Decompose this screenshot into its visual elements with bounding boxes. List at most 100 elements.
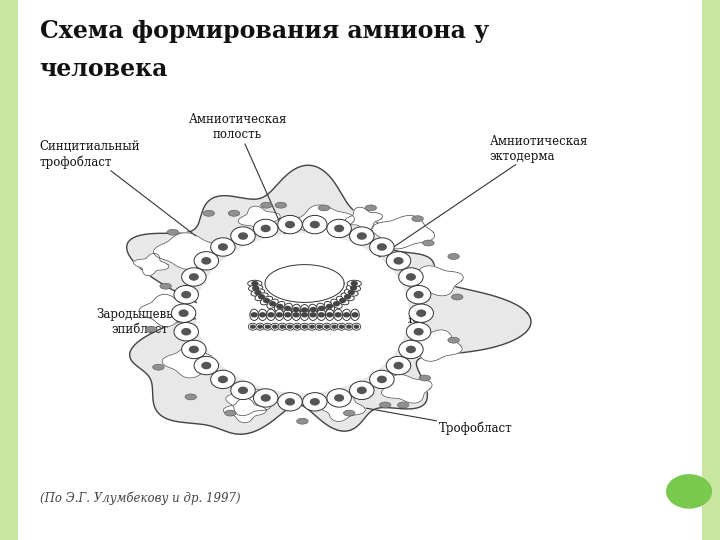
Circle shape — [350, 286, 357, 291]
Text: Амниотическая
полость: Амниотическая полость — [189, 113, 296, 259]
Circle shape — [334, 394, 344, 402]
Circle shape — [377, 376, 387, 383]
Polygon shape — [408, 266, 464, 296]
Circle shape — [218, 376, 228, 383]
Circle shape — [346, 325, 352, 329]
Circle shape — [309, 325, 315, 329]
Ellipse shape — [297, 418, 308, 424]
Ellipse shape — [334, 309, 343, 321]
Circle shape — [238, 232, 248, 240]
Circle shape — [287, 325, 292, 329]
Circle shape — [276, 303, 284, 309]
Circle shape — [251, 281, 258, 286]
Circle shape — [310, 221, 320, 228]
Polygon shape — [127, 165, 531, 434]
Ellipse shape — [248, 280, 262, 287]
Circle shape — [285, 398, 295, 406]
Ellipse shape — [225, 410, 236, 416]
Circle shape — [181, 291, 192, 299]
Circle shape — [230, 381, 255, 400]
Ellipse shape — [342, 309, 351, 321]
Ellipse shape — [283, 303, 292, 314]
Circle shape — [269, 301, 276, 307]
Ellipse shape — [448, 337, 459, 343]
Polygon shape — [223, 398, 266, 423]
Text: Гипобласт: Гипобласт — [327, 313, 426, 326]
Circle shape — [406, 273, 416, 281]
Ellipse shape — [330, 323, 338, 330]
Circle shape — [409, 304, 433, 322]
Ellipse shape — [248, 285, 263, 292]
Circle shape — [327, 389, 351, 407]
Circle shape — [238, 387, 248, 394]
Ellipse shape — [343, 410, 355, 416]
Circle shape — [325, 303, 333, 309]
Circle shape — [189, 273, 199, 281]
Ellipse shape — [419, 375, 431, 381]
Ellipse shape — [309, 309, 318, 321]
Circle shape — [386, 356, 410, 375]
Polygon shape — [294, 205, 354, 238]
Circle shape — [369, 238, 394, 256]
Circle shape — [318, 312, 325, 318]
Ellipse shape — [309, 304, 318, 315]
Text: Трофобласт: Трофобласт — [366, 408, 513, 435]
Ellipse shape — [264, 323, 272, 330]
Ellipse shape — [292, 304, 300, 315]
Ellipse shape — [275, 202, 287, 208]
Ellipse shape — [318, 205, 330, 211]
Ellipse shape — [397, 402, 409, 408]
Ellipse shape — [203, 210, 215, 217]
Ellipse shape — [341, 293, 354, 301]
Circle shape — [181, 268, 206, 286]
Circle shape — [252, 286, 259, 291]
Circle shape — [351, 281, 358, 286]
Ellipse shape — [315, 323, 324, 330]
Ellipse shape — [153, 364, 164, 370]
Circle shape — [318, 306, 325, 311]
Circle shape — [211, 238, 235, 256]
Circle shape — [406, 346, 416, 353]
Circle shape — [189, 346, 199, 353]
Ellipse shape — [346, 285, 361, 292]
Circle shape — [399, 268, 423, 286]
Circle shape — [317, 325, 323, 329]
Ellipse shape — [271, 323, 279, 330]
Text: Схема формирования амниона у: Схема формирования амниона у — [40, 19, 489, 43]
Circle shape — [171, 304, 196, 322]
Circle shape — [348, 290, 355, 295]
Circle shape — [413, 291, 423, 299]
Circle shape — [254, 290, 261, 295]
Ellipse shape — [167, 229, 179, 235]
Ellipse shape — [345, 323, 354, 330]
Circle shape — [218, 243, 228, 251]
Polygon shape — [133, 253, 168, 276]
Ellipse shape — [300, 309, 309, 321]
Ellipse shape — [325, 309, 334, 321]
Circle shape — [666, 474, 712, 509]
Circle shape — [335, 312, 342, 318]
Ellipse shape — [317, 309, 325, 321]
Ellipse shape — [323, 323, 331, 330]
Polygon shape — [238, 206, 280, 231]
Circle shape — [302, 215, 327, 234]
Circle shape — [174, 286, 199, 304]
Ellipse shape — [248, 323, 257, 330]
Circle shape — [334, 225, 344, 232]
Polygon shape — [226, 389, 271, 416]
Circle shape — [310, 312, 317, 318]
Circle shape — [327, 219, 351, 238]
Ellipse shape — [451, 294, 463, 300]
Circle shape — [265, 325, 271, 329]
Bar — [0, 0, 18, 540]
Ellipse shape — [330, 299, 342, 308]
Ellipse shape — [292, 309, 300, 321]
Circle shape — [250, 325, 256, 329]
Ellipse shape — [274, 301, 285, 312]
Polygon shape — [319, 394, 365, 422]
Circle shape — [231, 227, 256, 245]
Ellipse shape — [300, 305, 309, 315]
Ellipse shape — [337, 323, 346, 330]
Circle shape — [349, 227, 374, 245]
Ellipse shape — [278, 323, 287, 330]
